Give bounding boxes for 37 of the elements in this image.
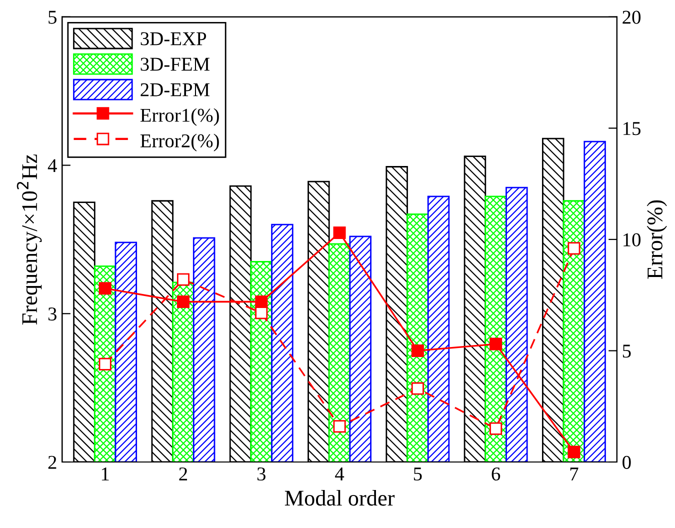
legend-label: 3D-FEM — [140, 58, 210, 71]
y2-tick-label: 5 — [622, 344, 631, 358]
point — [490, 422, 502, 435]
point — [98, 282, 112, 295]
y2-tick-label: 10 — [624, 233, 641, 246]
y2-tick-label: 15 — [624, 122, 640, 136]
point — [255, 306, 268, 320]
x-axis-title: Modal order — [284, 490, 395, 506]
y-tick-label: 3 — [48, 308, 56, 321]
x-tick-label: 4 — [335, 468, 344, 480]
point — [176, 296, 190, 308]
legend-label: Error1(%) — [140, 108, 219, 126]
point — [568, 242, 580, 255]
x-tick-label: 2 — [179, 467, 188, 480]
point — [98, 358, 112, 370]
x-tick-label: 7 — [570, 468, 578, 480]
point — [411, 344, 424, 357]
point — [333, 420, 346, 433]
legend-label: 3D-EXP — [140, 32, 206, 46]
y-tick-label: 2 — [48, 456, 56, 469]
y2-tick-label: 20 — [622, 10, 641, 24]
point — [333, 226, 346, 240]
y-tick-label: 4 — [48, 159, 57, 172]
legend-label: Error2(%) — [140, 134, 219, 152]
x-tick-label: 6 — [492, 467, 500, 481]
x-tick-label: 3 — [257, 467, 266, 481]
point — [411, 382, 424, 395]
y2-tick-label: 0 — [622, 456, 631, 469]
x-tick-label: 5 — [414, 468, 422, 481]
point — [176, 273, 190, 286]
y2-axis-title: Error(%) — [646, 200, 667, 279]
point — [568, 446, 580, 458]
point — [490, 338, 502, 350]
y-tick-label: 5 — [48, 10, 56, 24]
y-axis-title: Frequency/×10$^{2}$Hz — [16, 154, 42, 325]
x-tick-label: 1 — [102, 468, 109, 480]
legend-label: 2D-EPM — [140, 83, 210, 96]
